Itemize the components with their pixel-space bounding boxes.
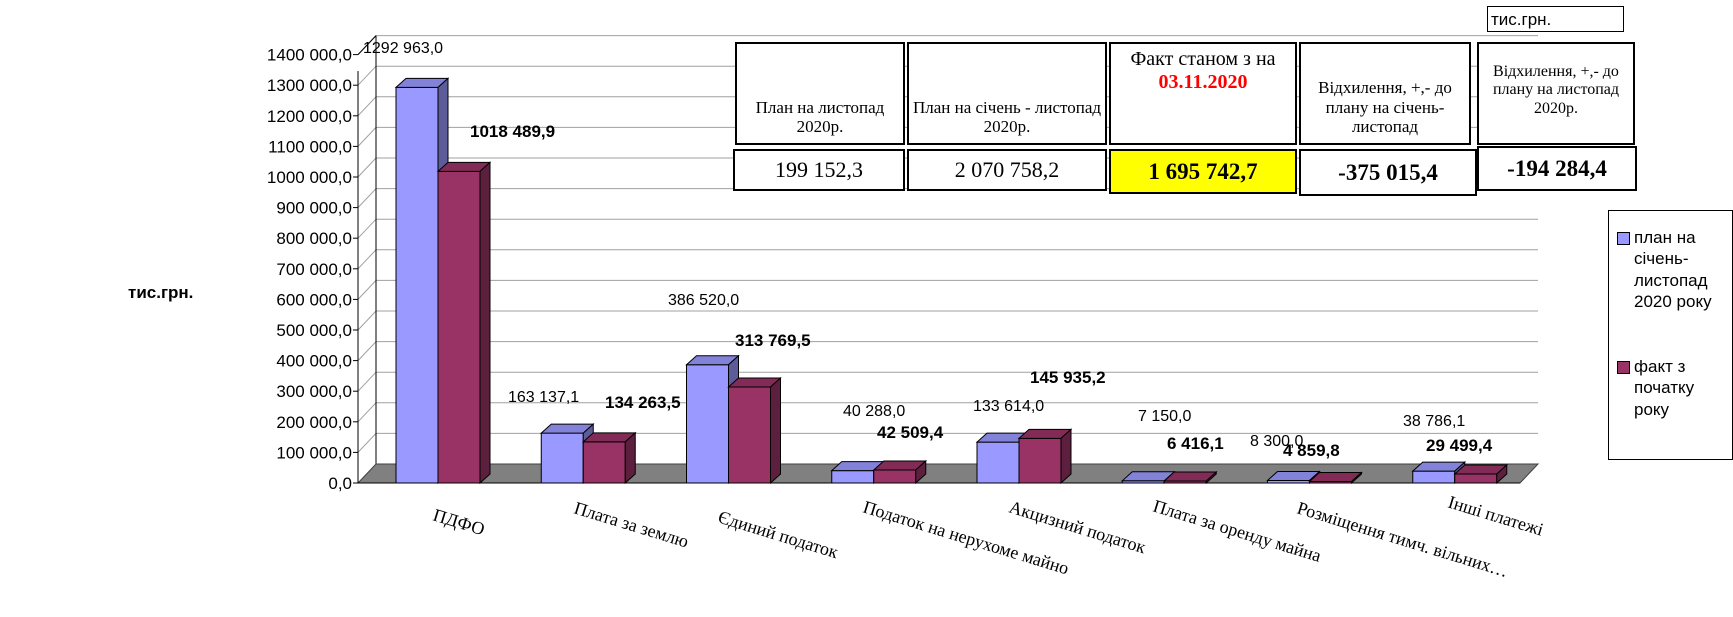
bar-fact <box>581 431 637 485</box>
x-category-label: Інші платежі <box>1446 492 1546 540</box>
table-unit-label: тис.грн. <box>1487 6 1624 32</box>
bar-side <box>1496 463 1508 485</box>
y-tick-label: 600 000,0 <box>276 290 352 309</box>
y-tick-label: 900 000,0 <box>276 199 352 218</box>
bar-front <box>976 441 1020 484</box>
bar-front <box>437 170 481 484</box>
x-category-label: ПДФО <box>431 505 487 540</box>
data-label-fact: 313 769,5 <box>735 331 811 350</box>
legend-swatch-fact <box>1617 361 1630 374</box>
data-label-plan: 38 786,1 <box>1403 413 1465 430</box>
bar-fact <box>727 376 782 485</box>
y-tick-label: 100 000,0 <box>276 443 352 462</box>
legend-swatch-plan <box>1617 232 1630 245</box>
table-value-deviation-november: -194 284,4 <box>1477 146 1637 191</box>
bar-front <box>873 469 917 484</box>
data-label-plan: 386 520,0 <box>668 292 739 309</box>
data-label-plan: 133 614,0 <box>973 398 1044 415</box>
bar-side <box>770 376 781 485</box>
y-axis-ticks: 0,0 100 000,0 200 000,0 300 000,0 400 000,0 5… <box>267 46 358 493</box>
y-tick-label: 1300 000,0 <box>267 76 352 95</box>
x-category-label: Плата за землю <box>572 498 691 552</box>
data-label-plan: 163 137,1 <box>508 389 579 406</box>
y-tick-label: 700 000,0 <box>276 260 352 279</box>
bar-front <box>540 432 584 484</box>
bar-plan <box>830 460 886 485</box>
bar-front <box>395 86 439 484</box>
table-value-deviation-jan-nov: -375 015,4 <box>1299 149 1477 196</box>
y-tick-label: 300 000,0 <box>276 382 352 401</box>
y-unit-label: тис.грн. <box>128 283 194 302</box>
data-label-fact: 42 509,4 <box>877 423 944 442</box>
bar-front <box>582 441 626 484</box>
gridline <box>357 279 1538 300</box>
bar-fact <box>1308 471 1363 485</box>
bar-front <box>831 470 875 484</box>
data-label-fact: 29 499,4 <box>1426 436 1493 455</box>
legend-label-fact: факт з початку року <box>1634 357 1695 419</box>
fact-date: 03.11.2020 <box>1158 71 1248 93</box>
table-header-fact: Факт станом з на 03.11.2020 <box>1109 42 1297 145</box>
bar-fact <box>436 161 492 485</box>
data-label-plan: 8 300,0 <box>1250 433 1303 450</box>
y-tick-label: 500 000,0 <box>276 321 352 340</box>
bar-side <box>1205 470 1217 485</box>
data-label-fact: 1018 489,9 <box>470 122 555 141</box>
table-header-plan-november: План на листопад 2020р. <box>735 42 905 145</box>
bar-front <box>686 364 729 484</box>
y-tick-label: 1000 000,0 <box>267 168 352 187</box>
gridline <box>357 310 1538 331</box>
bar-side <box>479 161 491 485</box>
data-label-fact: 4 859,8 <box>1283 441 1340 460</box>
data-label-fact: 145 935,2 <box>1030 368 1106 387</box>
y-tick-label: 200 000,0 <box>276 413 352 432</box>
y-tick-label: 800 000,0 <box>276 229 352 248</box>
table-value-plan-november: 199 152,3 <box>733 149 905 191</box>
legend-item-plan: план на січень-листопад 2020 року <box>1617 227 1733 313</box>
gridline <box>357 432 1538 453</box>
data-label-fact: 134 263,5 <box>605 393 681 412</box>
table-value-fact: 1 695 742,7 <box>1109 149 1297 194</box>
data-label-plan: 1292 963,0 <box>363 40 443 57</box>
data-label-plan: 7 150,0 <box>1138 408 1191 425</box>
data-label-plan: 40 288,0 <box>843 403 905 420</box>
legend-label-plan: план на січень-листопад 2020 року <box>1634 228 1712 312</box>
data-label-fact: 6 416,1 <box>1167 434 1224 453</box>
bar-front <box>728 386 771 484</box>
bar-front <box>1454 473 1498 484</box>
table-header-deviation-jan-nov: Відхилення, +,- до плану на січень-листо… <box>1299 42 1471 145</box>
wall-edge <box>357 35 377 55</box>
gridline <box>357 218 1538 239</box>
table-header-deviation-november: Відхилення, +,- до плану на листопад 202… <box>1477 42 1635 145</box>
x-axis-categories: ПДФО Плата за землю Єдиний податок Податок … <box>431 492 1546 581</box>
y-tick-label: 1100 000,0 <box>268 137 352 156</box>
y-tick-label: 1400 000,0 <box>267 46 352 65</box>
bar-fact <box>1162 470 1218 485</box>
y-tick-label: 0,0 <box>328 474 352 493</box>
data-labels: 1292 963,0 1018 489,9 163 137,1 134 263,5 38… <box>363 40 1493 460</box>
bar-fact <box>1453 463 1509 485</box>
bar-fact <box>1017 428 1073 485</box>
y-tick-label: 1200 000,0 <box>267 107 352 126</box>
x-category-label: Єдиний податок <box>716 507 841 563</box>
gridline <box>357 341 1538 361</box>
table-value-plan-jan-nov: 2 070 758,2 <box>907 149 1107 191</box>
bar-side <box>624 431 636 485</box>
bar-side <box>915 459 927 485</box>
legend-item-fact: факт з початку року <box>1617 356 1729 420</box>
bar-side <box>1351 471 1362 485</box>
bar-front <box>1412 470 1456 484</box>
bar-side <box>1060 428 1072 485</box>
bar-front <box>1018 437 1062 484</box>
y-tick-label: 400 000,0 <box>276 352 352 371</box>
gridline <box>357 249 1538 270</box>
table-header-plan-jan-nov: План на січень - листопад 2020р. <box>907 42 1107 145</box>
legend: план на січень-листопад 2020 року факт з… <box>1608 210 1733 460</box>
bar-fact <box>872 459 928 485</box>
bars <box>394 77 1509 485</box>
